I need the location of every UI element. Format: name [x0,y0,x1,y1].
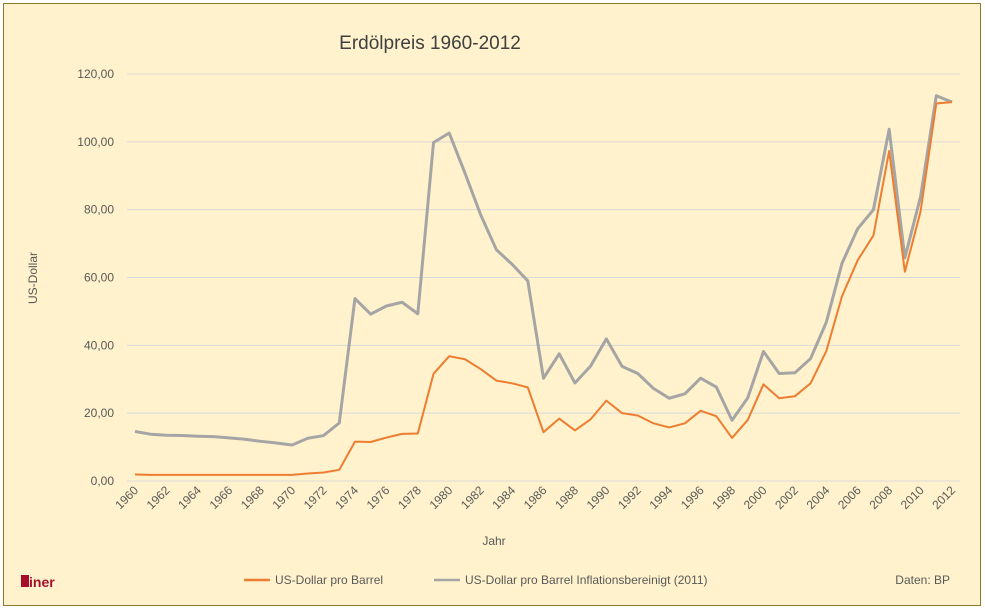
legend-label-nominal: US-Dollar pro Barrel [275,573,383,587]
x-tick-label: 2002 [772,483,801,512]
source-note: Daten: BP [895,573,950,587]
x-tick-label: 1962 [144,483,173,512]
y-tick-label: 20,00 [84,406,114,420]
x-tick-label: 1980 [427,483,456,512]
logo: iner [21,574,55,590]
x-axis-label: Jahr [482,534,505,548]
x-tick-label: 2010 [898,483,927,512]
x-tick-label: 1984 [489,483,518,512]
x-tick-label: 2008 [866,483,895,512]
x-tick-label: 1990 [584,483,613,512]
x-tick-label: 1972 [301,483,330,512]
x-tick-label: 2006 [835,483,864,512]
x-tick-label: 1996 [678,483,707,512]
y-tick-label: 100,00 [77,135,114,149]
y-tick-label: 80,00 [84,203,114,217]
svg-text:iner: iner [29,574,55,590]
x-tick-label: 1986 [521,483,550,512]
x-tick-label: 2004 [804,483,833,512]
y-tick-label: 0,00 [91,474,115,488]
series-lines [134,94,953,476]
y-tick-label: 40,00 [84,338,114,352]
legend-label-real: US-Dollar pro Barrel Inflationsbereinigt… [465,573,708,587]
x-tick-label: 1982 [458,483,487,512]
x-tick-label: 1964 [175,483,204,512]
y-tick-label: 120,00 [77,67,114,81]
x-tick-label: 2012 [929,483,958,512]
x-tick-label: 1978 [395,483,424,512]
y-axis-ticks: 0,00 20,00 40,00 60,00 80,00 100,00 120,00 [77,67,114,488]
x-tick-label: 1992 [615,483,644,512]
gridlines [127,73,960,482]
chart-title: Erdölpreis 1960-2012 [339,33,521,54]
x-tick-label: 2000 [741,483,770,512]
x-tick-label: 1968 [238,483,267,512]
series-line-nominal [134,101,953,476]
x-axis-ticks: 1960 1962 1964 1966 1968 1970 1972 1974 1976 1978… [112,483,958,512]
y-axis-label: US-Dollar [26,252,40,304]
x-tick-label: 1974 [332,483,361,512]
x-tick-label: 1970 [269,483,298,512]
x-tick-label: 1998 [709,483,738,512]
legend: US-Dollar pro Barrel US-Dollar pro Barre… [244,573,708,587]
logo-mark-icon [21,575,29,587]
x-tick-label: 1960 [112,483,141,512]
series-line-real [134,94,953,447]
x-tick-label: 1966 [207,483,236,512]
x-tick-label: 1988 [552,483,581,512]
y-tick-label: 60,00 [84,271,114,285]
x-tick-label: 1994 [647,483,676,512]
x-tick-label: 1976 [364,483,393,512]
chart-area [3,3,981,606]
